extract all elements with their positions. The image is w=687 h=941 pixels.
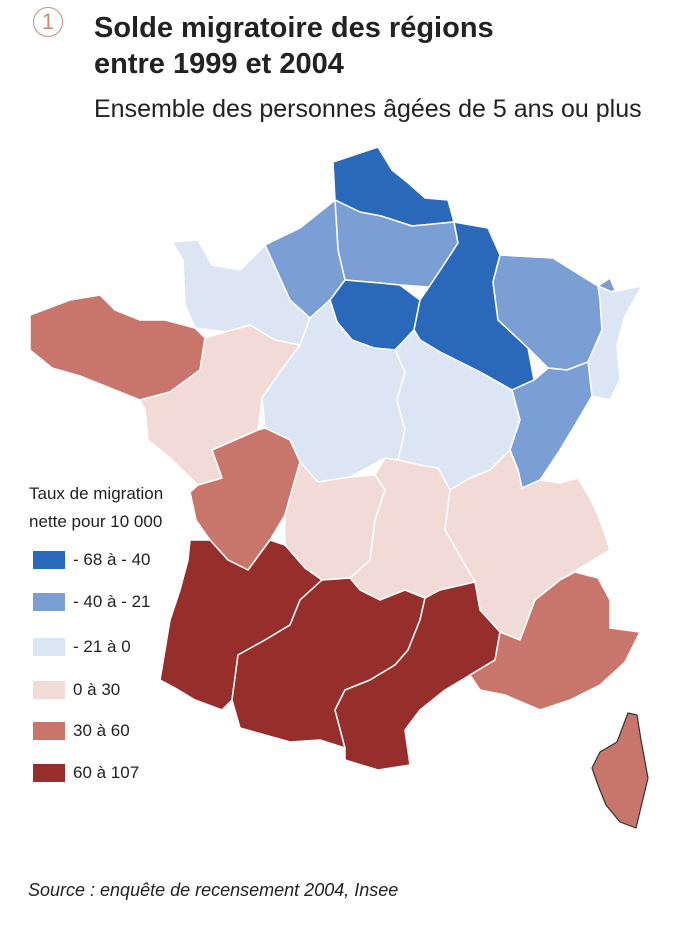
chart-subtitle: Ensemble des personnes âgées de 5 ans ou… — [94, 95, 642, 123]
legend-label: 0 à 30 — [73, 680, 121, 699]
source-note: Source : enquête de recensement 2004, In… — [28, 880, 399, 900]
chart-title: Solde migratoire des régions entre 1999 … — [94, 12, 494, 80]
legend-title: Taux de migration nette pour 10 000 — [29, 484, 164, 531]
legend-label: 60 à 107 — [73, 763, 140, 782]
legend-swatch — [33, 681, 65, 699]
legend-item-class-3: - 21 à 0 — [33, 637, 131, 657]
legend-swatch — [33, 764, 65, 782]
region-franche-comte — [509, 361, 593, 489]
legend-item-class-5: 30 à 60 — [33, 721, 130, 741]
legend-label: - 40 à - 21 — [73, 592, 151, 611]
legend-item-class-2: - 40 à - 21 — [33, 592, 151, 612]
legend: Taux de migration nette pour 10 000 - 68… — [29, 480, 179, 782]
legend-item-class-6: 60 à 107 — [33, 763, 139, 783]
region-alsace — [587, 285, 643, 401]
legend-label: 30 à 60 — [73, 721, 130, 740]
region-corse — [591, 712, 649, 829]
legend-label: - 21 à 0 — [73, 637, 131, 656]
legend-item-class-4: 0 à 30 — [33, 680, 120, 700]
legend-label: - 68 à - 40 — [73, 550, 151, 569]
legend-swatch — [33, 638, 65, 656]
region-bretagne — [29, 294, 206, 401]
legend-swatch — [33, 722, 65, 740]
legend-item-class-1: - 68 à - 40 — [33, 550, 151, 570]
legend-swatch — [33, 593, 65, 611]
legend-swatch — [33, 551, 65, 569]
figure-number-badge: 1 — [33, 7, 63, 37]
region-languedoc-roussillon — [334, 581, 501, 771]
region-paca — [469, 571, 641, 711]
